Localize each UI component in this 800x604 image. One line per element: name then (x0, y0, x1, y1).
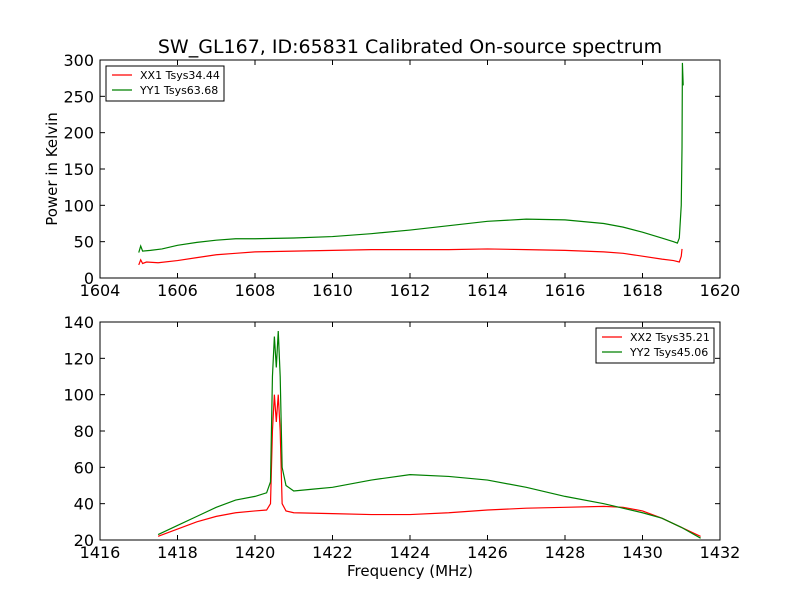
series-line-2-1 (157, 394, 701, 537)
x-tick-label: 1618 (622, 281, 663, 300)
x-tick-label: 1612 (390, 281, 431, 300)
x-tick-label: 1608 (235, 281, 276, 300)
x-tick-label: 1416 (80, 543, 121, 562)
chart-title: SW_GL167, ID:65831 Calibrated On-source … (158, 36, 662, 58)
y-tick-label: 140 (63, 313, 94, 332)
legend-label: XX1 Tsys34.44 (140, 69, 220, 82)
bottom-panel: 1416 1418 1420 1422 1424 1426 1428 1430 1432 20 40… (63, 313, 740, 562)
x-tick-label: 1620 (700, 281, 741, 300)
x-tick-label: 1616 (545, 281, 586, 300)
y-tick-label: 300 (63, 51, 94, 70)
series-line-2-2 (157, 331, 701, 539)
y-tick-label: 0 (84, 269, 94, 288)
x-tick-label: 1610 (312, 281, 353, 300)
x-tick-label: 1614 (467, 281, 508, 300)
y-tick-label: 100 (63, 386, 94, 405)
y-tick-label: 120 (63, 349, 94, 368)
series-line-1-2 (138, 62, 684, 253)
y-tick-label: 100 (63, 196, 94, 215)
x-tick-label: 1422 (312, 543, 353, 562)
x-tick-label: 1606 (157, 281, 198, 300)
x-tick-label: 1426 (467, 543, 508, 562)
y-axis-label: Power in Kelvin (43, 112, 61, 226)
y-tick-label: 150 (63, 160, 94, 179)
y-tick-label: 50 (74, 233, 94, 252)
y-tick-label: 80 (74, 422, 94, 441)
x-tick-label: 1432 (700, 543, 741, 562)
series-line-1-1 (138, 248, 683, 266)
legend-label: YY2 Tsys45.06 (629, 346, 708, 359)
y-tick-label: 200 (63, 124, 94, 143)
legend-label: YY1 Tsys63.68 (139, 84, 218, 97)
x-tick-label: 1428 (545, 543, 586, 562)
top-panel: 1604 1606 1608 1610 1612 1614 1616 1618 1620 0 50 1… (63, 51, 740, 300)
y-tick-label: 60 (74, 458, 94, 477)
legend: XX2 Tsys35.21 YY2 Tsys45.06 (595, 327, 715, 364)
y-tick-label: 250 (63, 87, 94, 106)
legend-label: XX2 Tsys35.21 (630, 331, 710, 344)
y-tick-label: 20 (74, 531, 94, 550)
x-axis-label: Frequency (MHz) (347, 562, 473, 580)
y-tick-label: 40 (74, 495, 94, 514)
x-tick-label: 1430 (622, 543, 663, 562)
x-tick-label: 1424 (390, 543, 431, 562)
x-tick-label: 1418 (157, 543, 198, 562)
legend: XX1 Tsys34.44 YY1 Tsys63.68 (105, 65, 225, 102)
x-tick-label: 1420 (235, 543, 276, 562)
x-tick-label: 1604 (80, 281, 121, 300)
